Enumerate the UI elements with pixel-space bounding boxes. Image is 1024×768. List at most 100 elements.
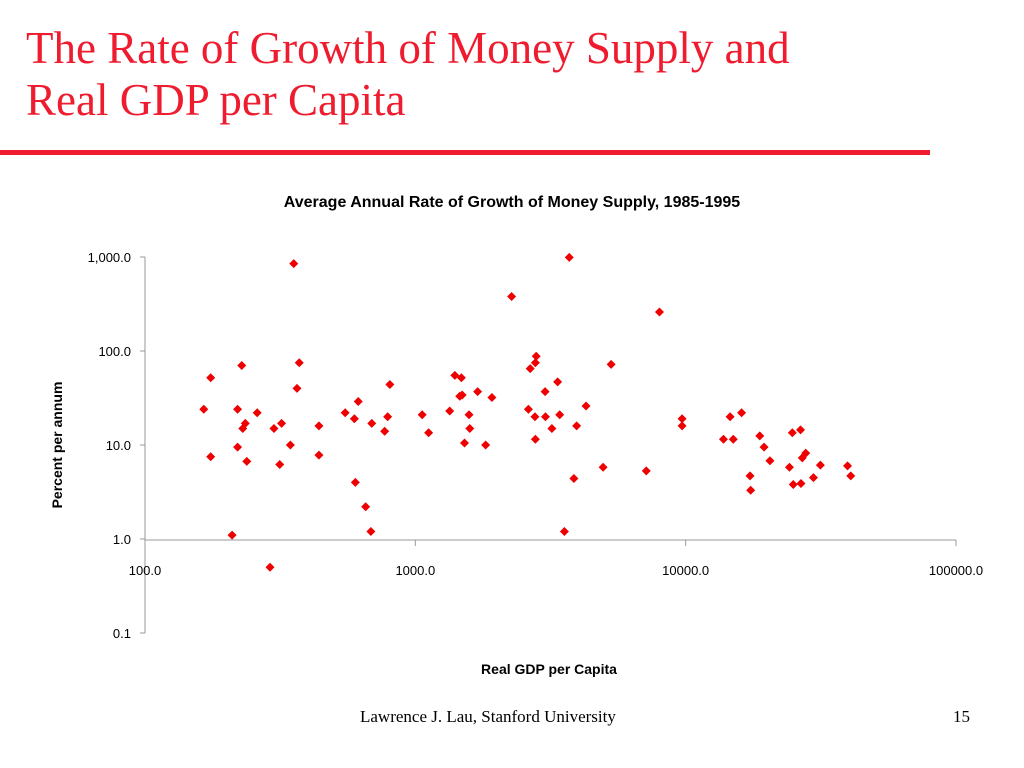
- data-point: [233, 404, 243, 414]
- data-point: [654, 307, 664, 317]
- data-point: [265, 562, 275, 572]
- data-point: [350, 477, 360, 487]
- data-point: [285, 440, 295, 450]
- data-point: [523, 404, 533, 414]
- data-point: [361, 502, 371, 512]
- data-point: [289, 259, 299, 269]
- data-point: [540, 412, 550, 422]
- x-tick-label: 100000.0: [929, 563, 983, 578]
- data-point: [366, 527, 376, 537]
- data-point: [314, 421, 324, 431]
- data-point: [314, 450, 324, 460]
- data-point: [380, 426, 390, 436]
- data-point: [206, 373, 216, 383]
- data-point: [383, 412, 393, 422]
- data-point: [424, 428, 434, 438]
- data-point: [581, 401, 591, 411]
- data-point: [559, 527, 569, 537]
- data-point: [227, 530, 237, 540]
- slide-title-line1: The Rate of Growth of Money Supply and: [26, 23, 790, 73]
- data-point: [445, 406, 455, 416]
- data-point: [275, 460, 285, 470]
- data-point: [530, 412, 540, 422]
- data-point: [564, 252, 574, 262]
- data-point: [598, 462, 608, 472]
- y-tick-label: 10.0: [106, 438, 131, 453]
- data-point: [745, 471, 755, 481]
- data-point: [808, 473, 818, 483]
- data-point: [459, 438, 469, 448]
- footer-author: Lawrence J. Lau, Stanford University: [360, 707, 616, 726]
- data-point: [801, 448, 811, 458]
- data-point: [252, 408, 262, 418]
- data-point: [553, 377, 563, 387]
- x-tick-label: 10000.0: [662, 563, 709, 578]
- data-point: [572, 421, 582, 431]
- data-point: [547, 423, 557, 433]
- data-point: [677, 414, 687, 424]
- data-point: [746, 485, 756, 495]
- data-point: [456, 373, 466, 383]
- data-point: [367, 418, 377, 428]
- data-point: [417, 410, 427, 420]
- data-point: [718, 434, 728, 444]
- x-axis-label: Real GDP per Capita: [481, 661, 617, 677]
- data-point: [199, 404, 209, 414]
- data-point: [737, 408, 747, 418]
- axes: 0.1 1.0 10.0 100.0 1,000.0 100.0 1000.0 10000.0…: [88, 250, 983, 641]
- data-point: [530, 358, 540, 368]
- data-point: [507, 292, 517, 302]
- data-point: [796, 478, 806, 488]
- data-point: [237, 361, 247, 371]
- data-point: [569, 474, 579, 484]
- data-point: [294, 358, 304, 368]
- data-point: [765, 456, 775, 466]
- y-axis-label: Percent per annum: [49, 382, 65, 509]
- x-tick-label: 1000.0: [395, 563, 435, 578]
- scatter-chart: Average Annual Rate of Growth of Money S…: [49, 194, 983, 677]
- y-tick-label: 0.1: [113, 626, 131, 641]
- slide-title-line2: Real GDP per Capita: [26, 75, 406, 125]
- title-underline: [0, 150, 930, 155]
- data-point: [606, 359, 616, 369]
- data-point: [531, 351, 541, 361]
- y-tick-label: 1,000.0: [88, 250, 131, 265]
- data-point: [641, 466, 651, 476]
- data-point: [796, 425, 806, 435]
- data-point: [481, 440, 491, 450]
- data-point: [759, 442, 769, 452]
- data-point: [487, 393, 497, 403]
- data-point: [787, 428, 797, 438]
- data-point: [784, 462, 794, 472]
- data-point: [353, 397, 363, 407]
- data-point: [788, 480, 798, 490]
- data-point: [206, 452, 216, 462]
- chart-title: Average Annual Rate of Growth of Money S…: [284, 194, 741, 211]
- y-tick-label: 1.0: [113, 532, 131, 547]
- data-point: [555, 410, 565, 420]
- data-point: [242, 456, 252, 466]
- data-point: [292, 383, 302, 393]
- data-points: [199, 252, 856, 572]
- data-point: [530, 434, 540, 444]
- data-point: [240, 418, 250, 428]
- data-point: [340, 408, 350, 418]
- data-point: [677, 421, 687, 431]
- data-point: [233, 442, 243, 452]
- data-point: [277, 418, 287, 428]
- data-point: [728, 434, 738, 444]
- page-number: 15: [953, 707, 970, 726]
- slide-title: The Rate of Growth of Money Supply and R…: [26, 22, 966, 126]
- data-point: [269, 423, 279, 433]
- data-point: [846, 471, 856, 481]
- data-point: [843, 461, 853, 471]
- data-point: [464, 410, 474, 420]
- data-point: [540, 387, 550, 397]
- data-point: [465, 423, 475, 433]
- data-point: [457, 390, 467, 400]
- x-tick-label: 100.0: [129, 563, 162, 578]
- data-point: [473, 387, 483, 397]
- data-point: [385, 380, 395, 390]
- data-point: [725, 412, 735, 422]
- data-point: [349, 414, 359, 424]
